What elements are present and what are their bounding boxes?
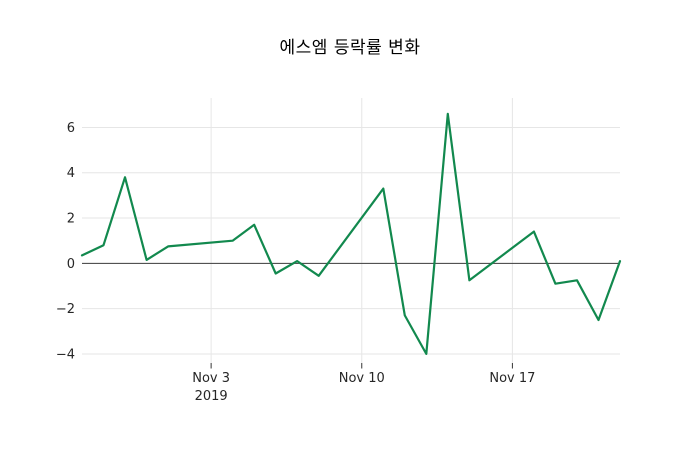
chart-title: 에스엠 등락률 변화 — [279, 38, 421, 58]
y-axis-tick-label: 4 — [67, 166, 75, 181]
price-change-line — [80, 112, 622, 355]
y-axis-tick-label: −4 — [56, 347, 75, 362]
y-axis-tick-label: −2 — [56, 302, 75, 317]
x-axis-tick-label: Nov 10 — [339, 371, 385, 386]
y-axis-tick-label: 2 — [67, 212, 75, 227]
y-axis-tick-label: 0 — [67, 257, 75, 272]
y-axis-tick-label: 6 — [67, 121, 75, 136]
x-axis-tick-label: Nov 3 — [192, 371, 230, 386]
x-axis-tick-label: Nov 17 — [489, 371, 535, 386]
x-axis-year-label: 2019 — [195, 389, 228, 404]
